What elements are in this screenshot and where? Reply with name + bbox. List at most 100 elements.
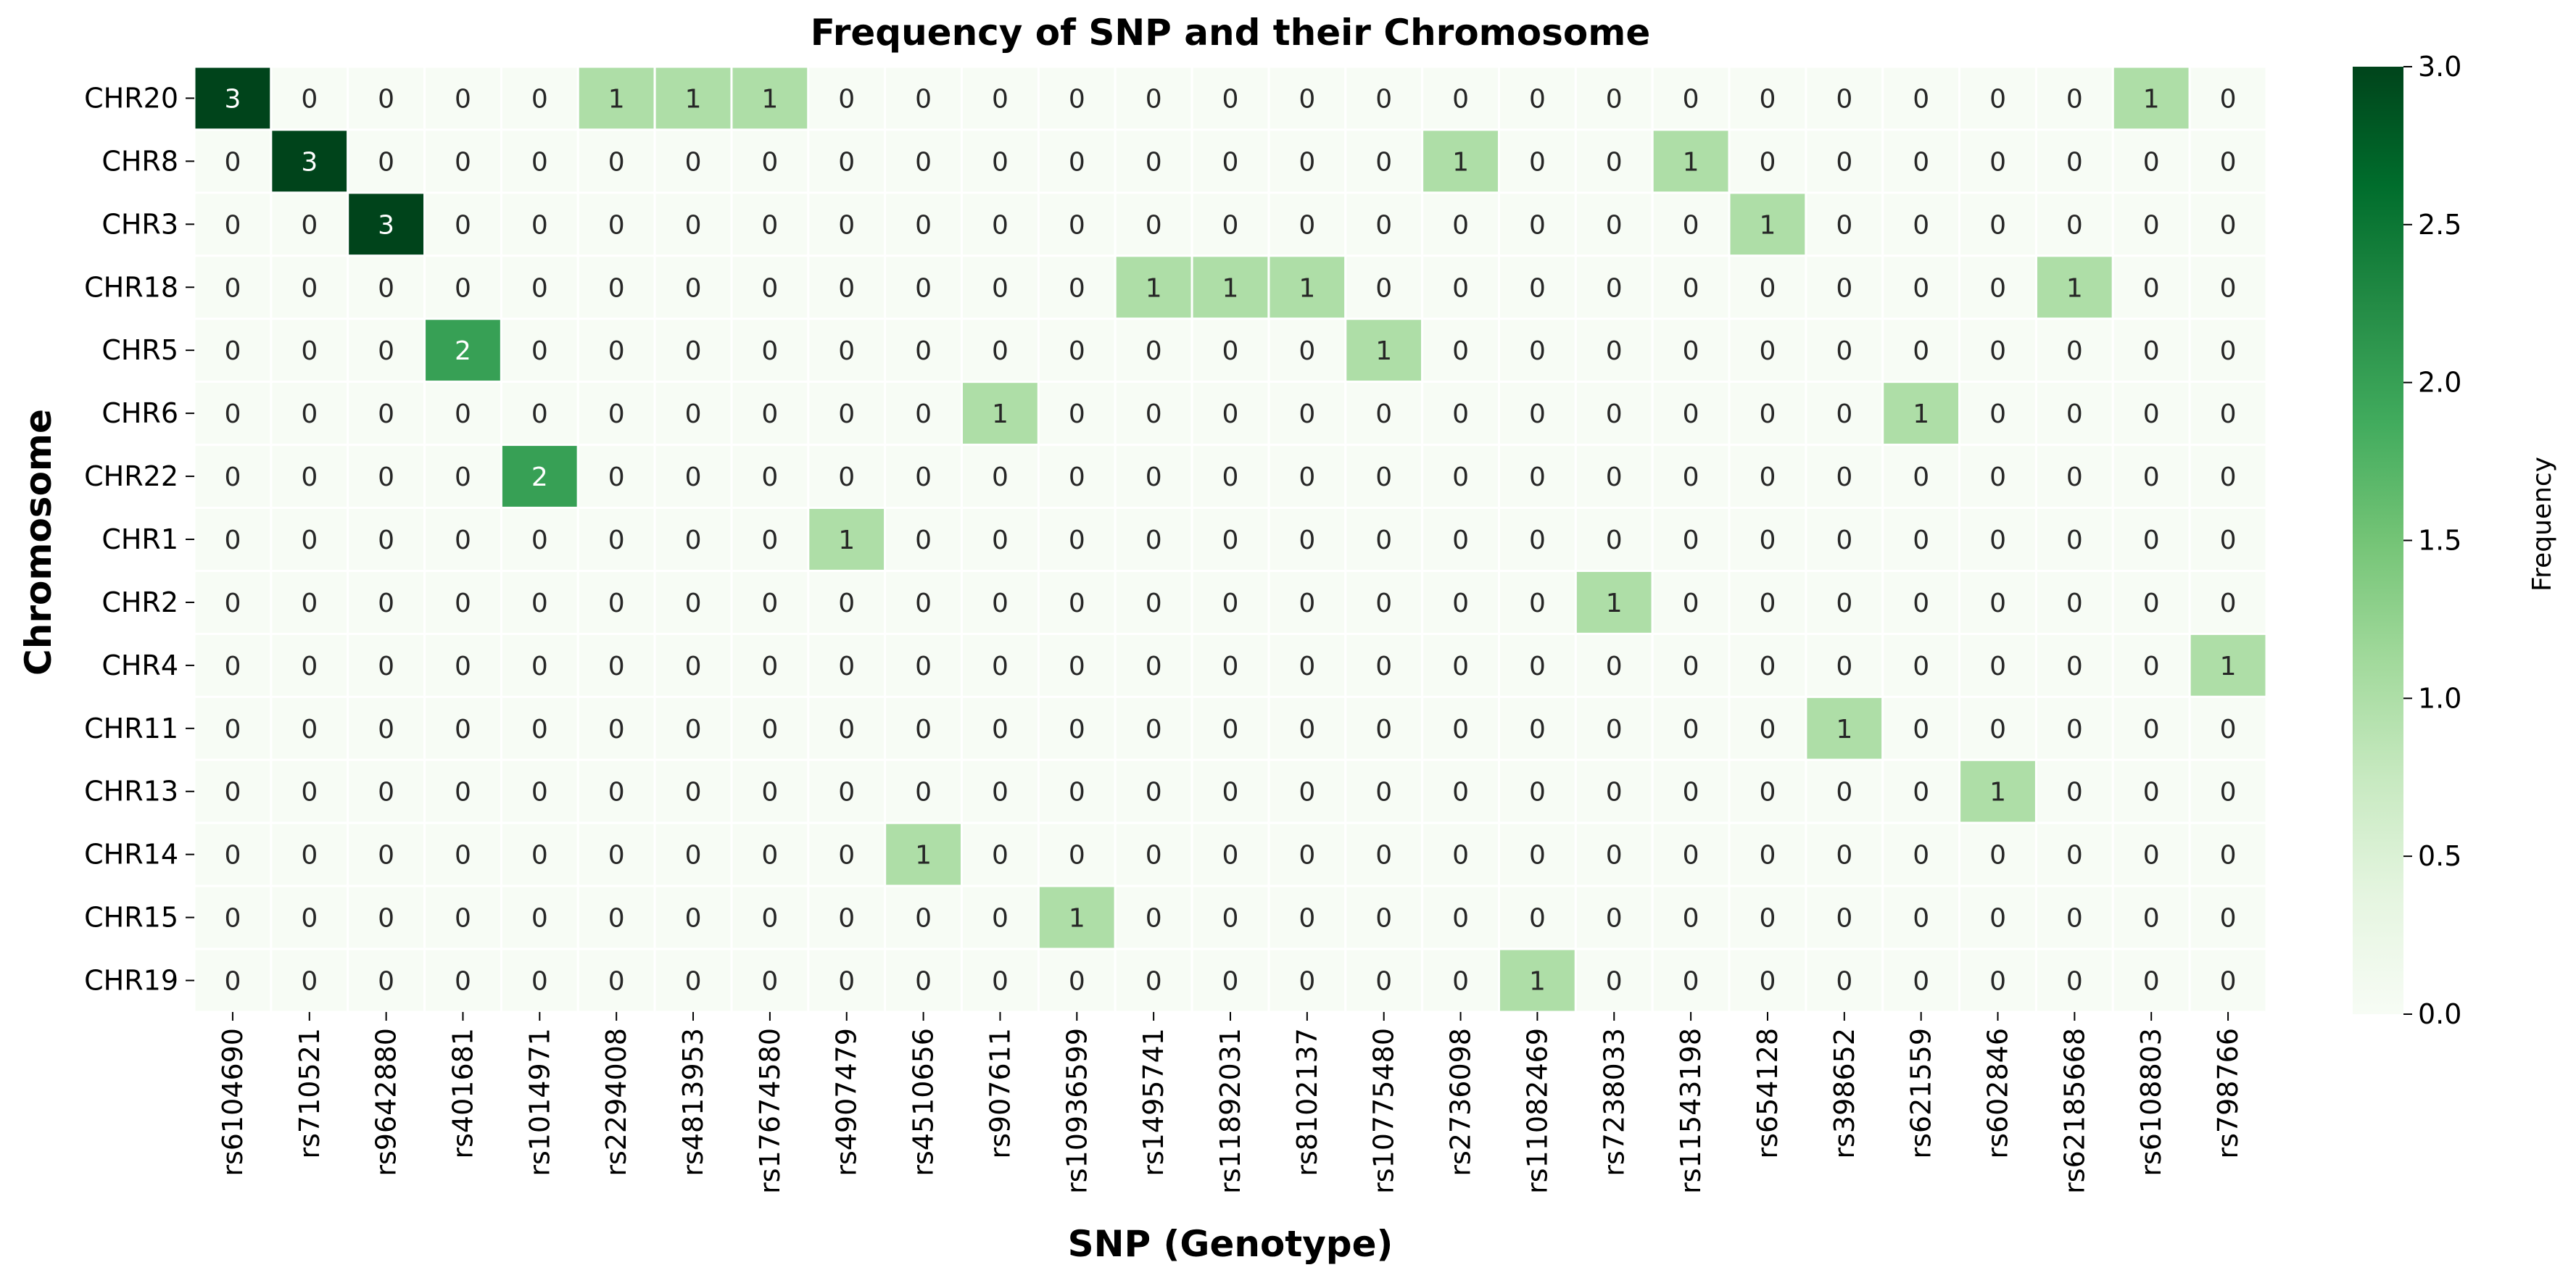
cell-annotation: 0: [1606, 273, 1623, 303]
cell-annotation: 0: [1913, 210, 1929, 240]
heatmap-cell: [576, 569, 656, 635]
cell-annotation: 0: [915, 336, 932, 366]
cell-annotation: 0: [992, 336, 1009, 366]
cell-annotation: 0: [1146, 526, 1162, 555]
heatmap-cell: [1497, 128, 1577, 194]
heatmap-cell: [2111, 318, 2191, 383]
heatmap-cell: [2034, 821, 2114, 887]
x-tick-label: rs710521: [294, 1028, 326, 1158]
cell-annotation: 0: [992, 841, 1009, 871]
cell-annotation: 0: [685, 904, 702, 934]
cell-annotation: 0: [2143, 778, 2160, 808]
heatmap-cell: [1651, 821, 1731, 887]
heatmap-cell: [423, 128, 502, 194]
heatmap-cell: [2188, 381, 2268, 447]
cell-annotation: 0: [761, 778, 778, 808]
cell-annotation: 0: [301, 715, 318, 744]
cell-annotation: 0: [531, 841, 548, 871]
heatmap-cell: [1421, 65, 1500, 131]
heatmap-cell: [653, 632, 733, 698]
heatmap-cell: [1190, 444, 1270, 510]
heatmap-cell: [653, 254, 733, 320]
cell-annotation: 0: [455, 967, 471, 997]
cell-annotation: 0: [2143, 147, 2160, 177]
cell-annotation: 0: [685, 210, 702, 240]
cell-annotation: 0: [2220, 462, 2237, 492]
heatmap-cell: [270, 507, 349, 572]
cell-annotation: 0: [1529, 526, 1546, 555]
heatmap-cell: [730, 507, 810, 572]
cell-annotation: 0: [2220, 715, 2237, 744]
heatmap-cell: [1651, 444, 1731, 510]
cell-annotation: 0: [915, 399, 932, 429]
cell-annotation: 0: [455, 841, 471, 871]
heatmap-cell: [576, 65, 656, 131]
heatmap-cell: [576, 758, 656, 824]
heatmap-cell: [1805, 947, 1884, 1013]
heatmap-cell: [1728, 381, 1807, 447]
cell-annotation: 0: [1146, 336, 1162, 366]
cell-annotation: 0: [1069, 84, 1085, 114]
cell-annotation: 0: [1913, 967, 1929, 997]
cell-annotation: 0: [1452, 462, 1469, 492]
cell-annotation: 0: [1529, 147, 1546, 177]
cell-annotation: 0: [2066, 589, 2083, 618]
cell-annotation: 0: [2143, 526, 2160, 555]
cell-annotation: 0: [1069, 462, 1085, 492]
cell-annotation: 0: [1606, 526, 1623, 555]
cell-annotation: 0: [1989, 147, 2006, 177]
cell-annotation: 0: [915, 84, 932, 114]
cell-annotation: 0: [1069, 210, 1085, 240]
cell-annotation: 0: [1375, 84, 1392, 114]
x-tick-label: rs8102137: [1291, 1028, 1323, 1177]
heatmap-cell: [1574, 758, 1654, 824]
cell-annotation: 0: [378, 399, 394, 429]
cell-annotation: 0: [1836, 210, 1852, 240]
cell-annotation: 0: [1299, 715, 1315, 744]
x-tick-label: rs7238033: [1598, 1028, 1630, 1177]
cell-annotation: 0: [2066, 841, 2083, 871]
heatmap-cell: [1190, 947, 1270, 1013]
cell-annotation: 0: [1913, 715, 1929, 744]
cell-annotation: 0: [1529, 778, 1546, 808]
cell-annotation: 0: [1606, 84, 1623, 114]
heatmap-cell: [961, 947, 1040, 1013]
heatmap-cell: [884, 507, 964, 572]
heatmap-cell: [1037, 821, 1117, 887]
cell-annotation: 0: [1375, 589, 1392, 618]
cell-annotation: 0: [838, 399, 855, 429]
cell-annotation: 0: [224, 841, 241, 871]
heatmap-cell: [2111, 758, 2191, 824]
cell-annotation: 0: [1375, 526, 1392, 555]
cell-annotation: 1: [1913, 399, 1929, 429]
heatmap-cell: [1497, 947, 1577, 1013]
cell-annotation: 0: [301, 589, 318, 618]
cell-annotation: 0: [608, 399, 625, 429]
heatmap-cell: [1651, 128, 1731, 194]
cell-annotation: 0: [301, 84, 318, 114]
y-tick-label: CHR2: [102, 586, 178, 618]
heatmap-cell: [1958, 884, 2037, 950]
heatmap-cell: [1267, 381, 1347, 447]
cell-annotation: 0: [1606, 967, 1623, 997]
cell-annotation: 0: [1069, 967, 1085, 997]
cell-annotation: 0: [838, 273, 855, 303]
cell-annotation: 0: [1606, 210, 1623, 240]
cell-annotation: 0: [1452, 336, 1469, 366]
cell-annotation: 0: [2143, 336, 2160, 366]
heatmap-cell: [1497, 507, 1577, 572]
heatmap-cell: [1037, 191, 1117, 257]
heatmap-cell: [2034, 381, 2114, 447]
cell-annotation: 0: [1683, 462, 1699, 492]
cell-annotation: 0: [1146, 904, 1162, 934]
heatmap-cell: [347, 884, 426, 950]
heatmap-cell: [2188, 444, 2268, 510]
heatmap-cell: [270, 569, 349, 635]
cell-annotation: 0: [1913, 904, 1929, 934]
heatmap-cell: [423, 254, 502, 320]
heatmap-cell: [730, 758, 810, 824]
heatmap-cell: [730, 632, 810, 698]
cell-annotation: 0: [915, 147, 932, 177]
cell-annotation: 0: [1989, 462, 2006, 492]
heatmap-cell: [961, 884, 1040, 950]
